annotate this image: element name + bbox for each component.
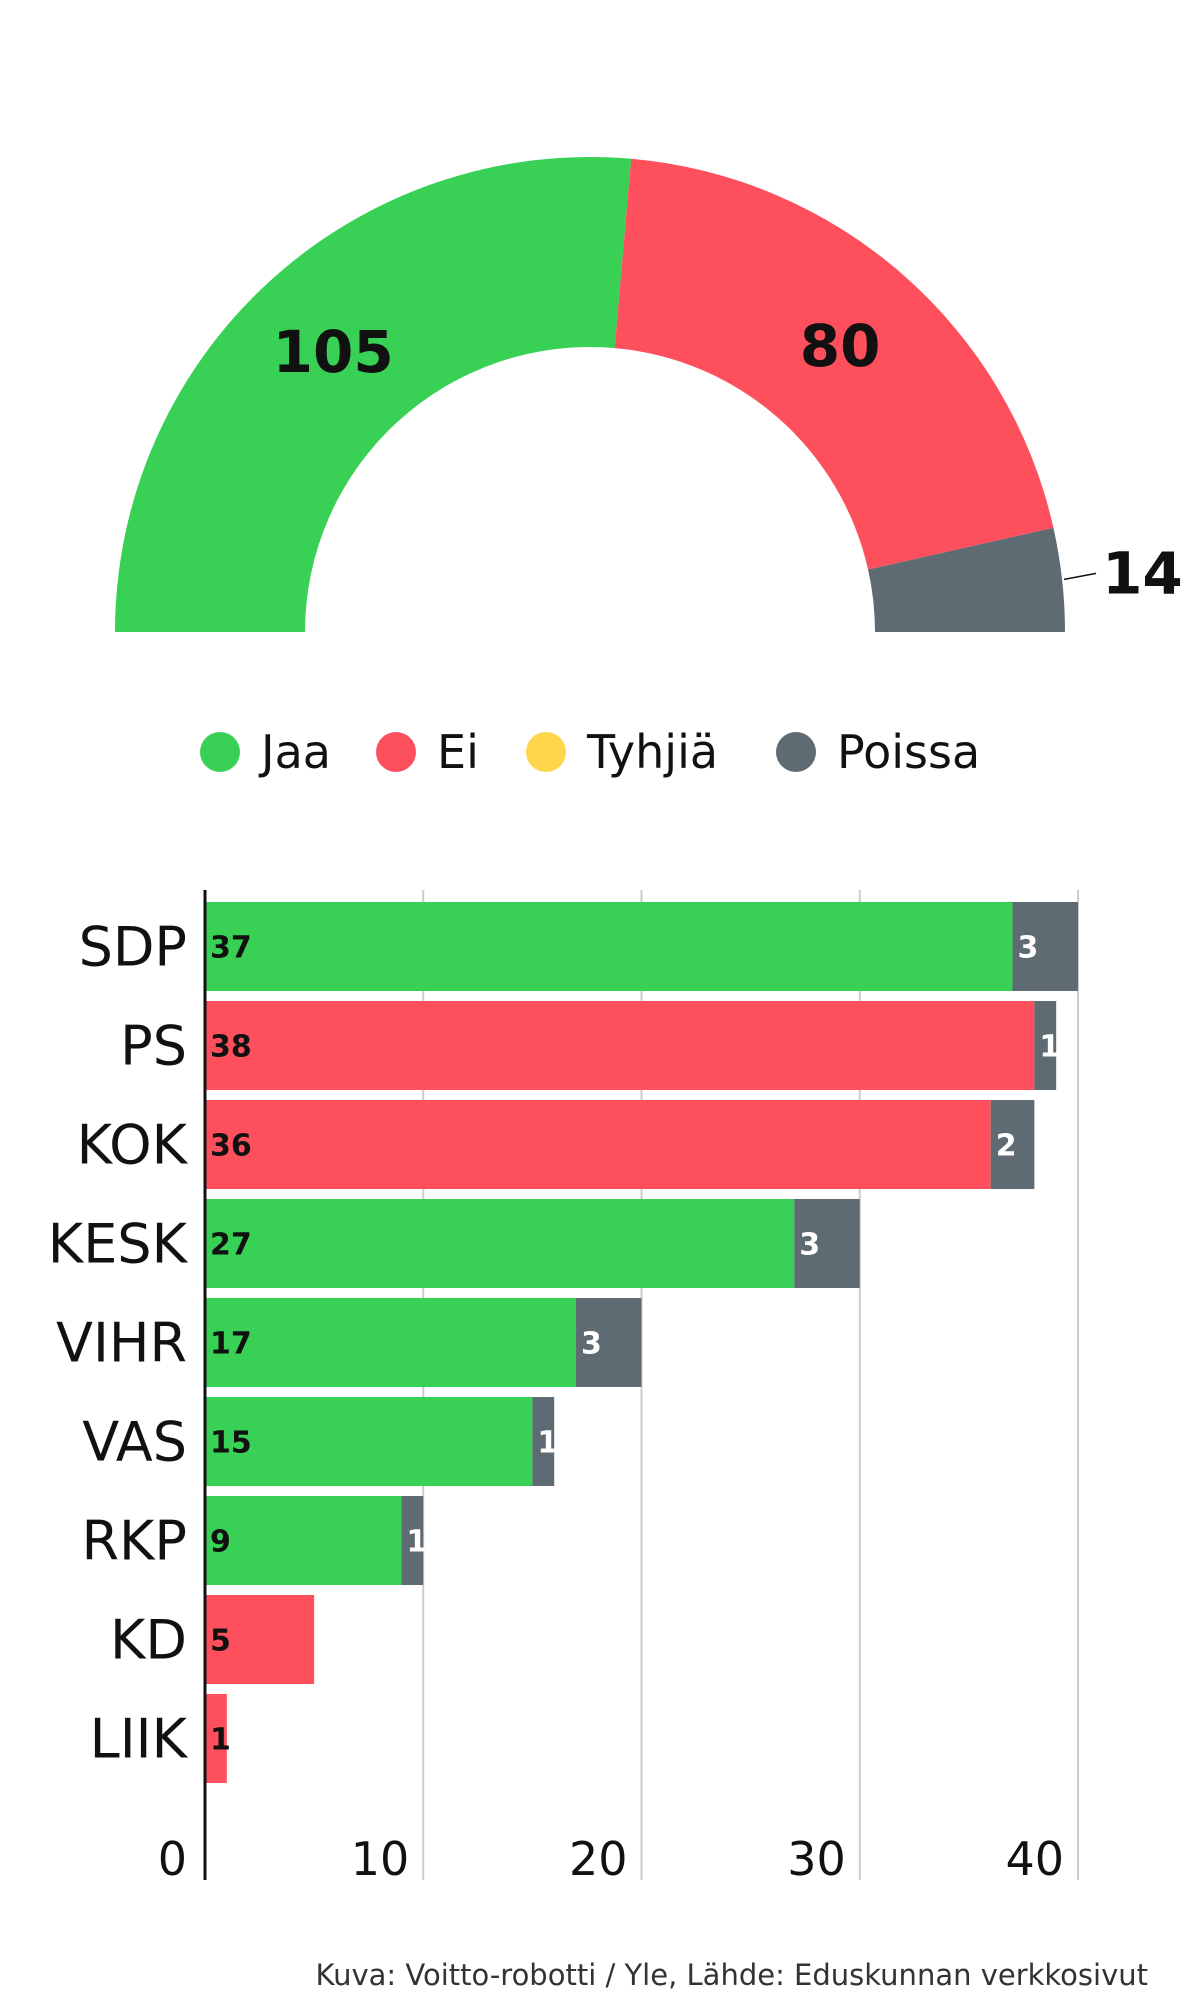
legend-marker-tyhjia — [526, 732, 566, 772]
bar-vas-jaa — [205, 1397, 533, 1486]
bar-kesk-jaa — [205, 1199, 795, 1288]
bar-value-vas-poissa: 1 — [537, 1426, 558, 1461]
bar-value-kesk-poissa: 3 — [799, 1228, 820, 1263]
credit-text: Kuva: Voitto-robotti / Yle, Lähde: Edusk… — [316, 1958, 1148, 1992]
bar-value-liik-ei: 1 — [210, 1723, 231, 1758]
bar-value-kok-poissa: 2 — [996, 1129, 1017, 1164]
x-axis-ticks: 0 10 20 30 40 — [158, 1832, 1064, 1886]
bar-value-vihr-jaa: 17 — [210, 1327, 252, 1362]
party-bars: 37 338 136 227 317 315 19 151 — [205, 902, 1078, 1783]
bar-vihr-poissa — [576, 1298, 642, 1387]
bar-vas-poissa — [532, 1397, 555, 1486]
bar-value-ps-poissa: 1 — [1039, 1030, 1060, 1065]
bar-kok-ei — [205, 1100, 991, 1189]
bar-kok-poissa — [990, 1100, 1035, 1189]
bar-ps-ei — [205, 1001, 1035, 1090]
bar-sdp-poissa — [1012, 902, 1078, 991]
bar-value-sdp-jaa: 37 — [210, 931, 252, 966]
bar-value-kesk-jaa: 27 — [210, 1228, 252, 1263]
bar-value-kok-ei: 36 — [210, 1129, 252, 1164]
party-label-vas: VAS — [82, 1411, 187, 1474]
donut-leader-line — [1063, 572, 1097, 581]
bar-rkp-poissa — [401, 1496, 424, 1585]
bar-value-vihr-poissa: 3 — [581, 1327, 602, 1362]
party-label-kd: KD — [110, 1609, 187, 1672]
donut-value-ei: 80 — [800, 312, 881, 380]
bar-vihr-jaa — [205, 1298, 577, 1387]
legend-marker-poissa — [776, 732, 816, 772]
bar-value-rkp-jaa: 9 — [210, 1525, 231, 1560]
party-label-ps: PS — [120, 1015, 187, 1078]
party-label-liik: LIIK — [90, 1708, 189, 1771]
party-label-rkp: RKP — [82, 1510, 188, 1573]
legend-label-jaa: Jaa — [258, 725, 331, 779]
bar-kesk-poissa — [794, 1199, 860, 1288]
donut-labels: 105 80 14 — [273, 312, 1183, 608]
party-labels: SDP PS KOK KESK VIHR VAS RKP KD LIIK — [48, 916, 189, 1771]
legend-marker-ei — [376, 732, 416, 772]
bar-sdp-jaa — [205, 902, 1013, 991]
bar-ps-poissa — [1034, 1001, 1057, 1090]
party-label-kesk: KESK — [48, 1213, 189, 1276]
bar-value-ps-ei: 38 — [210, 1030, 252, 1065]
x-tick-label-40: 40 — [1005, 1832, 1064, 1886]
legend-label-ei: Ei — [437, 725, 479, 779]
bar-value-rkp-poissa: 1 — [406, 1525, 427, 1560]
bar-kd-ei — [205, 1595, 315, 1684]
legend-label-poissa: Poissa — [837, 725, 980, 779]
bar-liik-ei — [205, 1694, 227, 1783]
bar-value-sdp-poissa: 3 — [1018, 931, 1039, 966]
donut-slice-jaa — [115, 156, 632, 632]
x-tick-label-0: 0 — [158, 1832, 187, 1886]
party-label-sdp: SDP — [79, 916, 187, 979]
party-label-vihr: VIHR — [56, 1312, 187, 1375]
legend-label-tyhjia: Tyhjiä — [586, 725, 718, 779]
bar-value-kd-ei: 5 — [210, 1624, 231, 1659]
x-tick-label-30: 30 — [787, 1832, 846, 1886]
seat-half-donut — [115, 156, 1065, 632]
bar-rkp-jaa — [205, 1496, 402, 1585]
bar-value-vas-jaa: 15 — [210, 1426, 252, 1461]
party-label-kok: KOK — [77, 1114, 189, 1177]
legend: Jaa Ei Tyhjiä Poissa — [200, 725, 980, 779]
x-tick-label-10: 10 — [351, 1832, 410, 1886]
donut-slice-poissa — [868, 527, 1065, 632]
donut-value-jaa: 105 — [273, 318, 394, 386]
donut-slice-ei — [614, 158, 1054, 570]
donut-value-poissa: 14 — [1102, 539, 1183, 607]
legend-marker-jaa — [200, 732, 240, 772]
x-tick-label-20: 20 — [569, 1832, 628, 1886]
